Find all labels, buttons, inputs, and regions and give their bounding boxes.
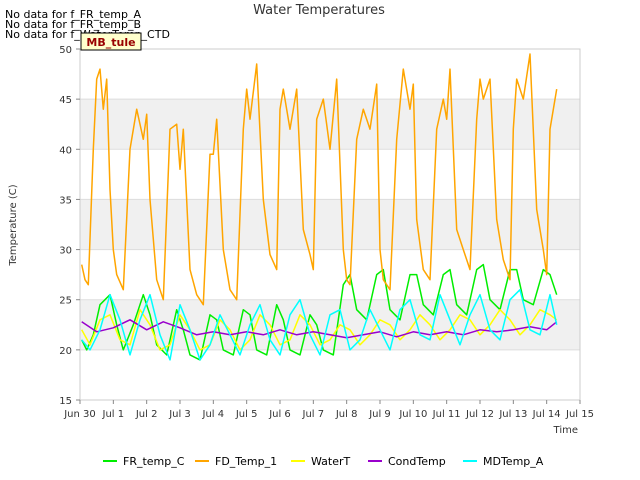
series-line-fd-temp-1	[80, 53, 558, 306]
x-tick-label: Jul 6	[268, 409, 291, 420]
x-tick-label: Jul 9	[368, 409, 391, 420]
x-tick-label: Jun 30	[63, 409, 96, 420]
y-axis-label: Temperature (C)	[8, 184, 19, 266]
series-line-mdtemp-a	[81, 288, 558, 361]
x-tick-label: Jul 7	[302, 409, 325, 420]
x-tick-label: Jul 8	[335, 409, 358, 420]
legend-label: WaterT	[311, 455, 351, 468]
y-tick-label: 15	[59, 396, 72, 407]
y-tick-label: 35	[59, 195, 72, 206]
legend-label: FD_Temp_1	[215, 455, 277, 468]
site-badge-box	[80, 32, 142, 51]
x-tick-label: Jul 3	[168, 409, 191, 420]
y-axis-ticks: 15 20 25 30 35 40 45 50	[59, 45, 80, 407]
legend-label: CondTemp	[388, 455, 446, 468]
series-line-watert	[81, 308, 558, 351]
x-tick-label: Jul 10	[398, 409, 427, 420]
x-tick-label: Jul 5	[235, 409, 258, 420]
y-tick-label: 50	[59, 45, 72, 56]
x-axis-ticks: Jun 30 Jul 1 Jul 2 Jul 3 Jul 4 Jul 5 Jul 6 Jul …	[63, 400, 594, 420]
y-tick-label: 30	[59, 246, 72, 257]
x-tick-label: Jul 2	[135, 409, 158, 420]
legend-label: FR_temp_C	[123, 455, 185, 468]
y-tick-label: 45	[59, 95, 72, 106]
no-data-message: No data for f_FR_temp_A	[5, 8, 141, 21]
x-tick-label: Jul 4	[202, 409, 225, 420]
site-badge-label: MB_tule	[86, 36, 135, 49]
legend-label: MDTemp_A	[483, 455, 544, 468]
series-line-condtemp	[81, 319, 558, 339]
x-tick-label: Jul 12	[465, 409, 494, 420]
plot-band	[80, 299, 580, 350]
plot-band	[80, 199, 580, 250]
site-badge: MB_tule	[80, 32, 142, 51]
plot-frame	[79, 48, 581, 401]
x-axis-label: Time	[553, 425, 578, 436]
plot-band	[80, 99, 580, 150]
chart-title: Water Temperatures	[253, 3, 385, 18]
legend: FR_temp_C FD_Temp_1 WaterT CondTemp MDTemp_A	[103, 455, 544, 468]
y-tick-label: 25	[59, 296, 72, 307]
x-tick-label: Jul 13	[498, 409, 527, 420]
x-tick-label: Jul 1	[102, 409, 125, 420]
x-tick-label: Jul 11	[432, 409, 461, 420]
y-tick-label: 20	[59, 346, 72, 357]
series-lines	[80, 53, 558, 361]
no-data-message: No data for f_FR_temp_B	[5, 18, 141, 31]
x-tick-label: Jul 14	[532, 409, 561, 420]
y-tick-label: 40	[59, 145, 72, 156]
x-tick-label: Jul 15	[565, 409, 594, 420]
